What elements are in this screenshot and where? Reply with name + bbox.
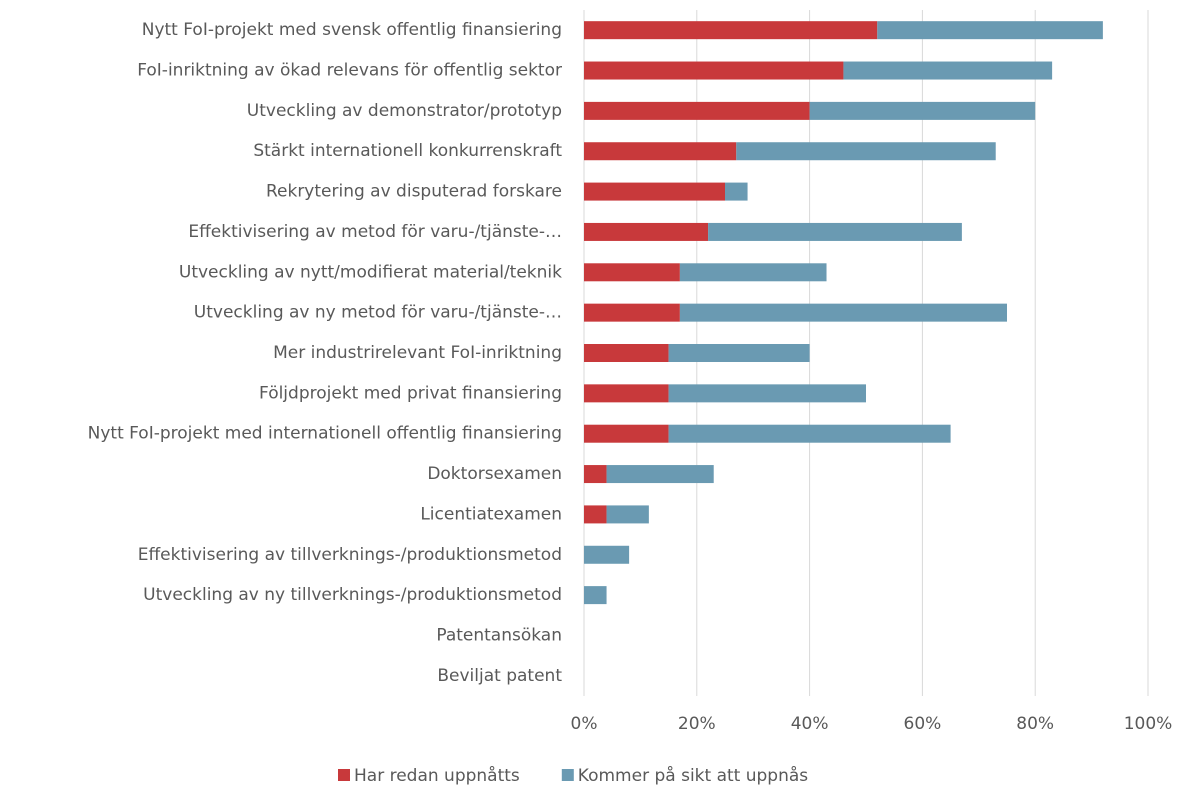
x-tick-label: 80% — [1016, 714, 1054, 734]
y-tick-label: Utveckling av ny tillverknings-/produkti… — [143, 585, 562, 605]
legend-swatch — [338, 769, 350, 781]
bar-segment — [584, 465, 607, 484]
bar-segment — [584, 142, 737, 161]
bar-segment — [584, 586, 607, 605]
bar-segment — [584, 182, 725, 201]
y-tick-label: Doktorsexamen — [427, 464, 562, 484]
y-tick-label: Beviljat patent — [437, 666, 562, 686]
bar-segment — [877, 21, 1103, 40]
bar-segment — [725, 182, 748, 201]
bar-segment — [606, 505, 649, 524]
y-tick-label: Utveckling av demonstrator/prototyp — [247, 101, 562, 121]
bar-segment — [584, 222, 709, 241]
bar-segment — [668, 424, 951, 443]
y-tick-label: Effektivisering av tillverknings-/produk… — [138, 545, 562, 565]
bar-segment — [584, 303, 680, 322]
y-tick-label: Följdprojekt med privat finansiering — [259, 383, 562, 403]
x-tick-label: 100% — [1124, 714, 1173, 734]
bar-segment — [843, 61, 1053, 80]
bar-segment — [584, 545, 630, 564]
legend-swatch — [561, 769, 574, 781]
y-tick-label: FoI-inriktning av ökad relevans för offe… — [137, 61, 562, 81]
bar-segment — [809, 101, 1036, 120]
bar-segment — [708, 222, 962, 241]
y-tick-label: Nytt FoI-projekt med internationell offe… — [88, 424, 562, 444]
bar-segment — [584, 424, 669, 443]
bar-segment — [606, 465, 714, 484]
y-tick-label: Stärkt internationell konkurrenskraft — [253, 141, 562, 161]
x-tick-label: 20% — [678, 714, 716, 734]
bar-segment — [668, 384, 866, 403]
y-tick-label: Patentansökan — [436, 625, 562, 645]
y-tick-label: Mer industrirelevant FoI-inriktning — [273, 343, 562, 363]
bar-segment — [584, 505, 607, 524]
bar-segment — [584, 344, 669, 362]
bar-segment — [584, 101, 810, 120]
bar-segment — [736, 142, 996, 161]
legend-label: Har redan uppnåtts — [354, 765, 520, 786]
x-tick-label: 60% — [904, 714, 942, 734]
bar-segment — [584, 384, 669, 403]
bar-segment — [584, 21, 878, 40]
bar-segment — [679, 263, 827, 282]
legend-label: Kommer på sikt att uppnås — [578, 765, 808, 786]
y-tick-label: Effektivisering av metod för varu-/tjäns… — [188, 222, 562, 242]
y-tick-label: Rekrytering av disputerad forskare — [266, 182, 562, 202]
y-tick-label: Utveckling av ny metod för varu-/tjänste… — [194, 303, 562, 323]
y-tick-label: Nytt FoI-projekt med svensk offentlig fi… — [142, 20, 562, 40]
x-tick-label: 40% — [791, 714, 829, 734]
x-tick-label: 0% — [571, 714, 598, 734]
y-tick-label: Licentiatexamen — [420, 504, 562, 524]
bar-segment — [584, 263, 680, 282]
bar-segment — [679, 303, 1007, 322]
bar-segment — [668, 344, 810, 362]
bar-segment — [584, 61, 844, 80]
y-tick-label: Utveckling av nytt/modifierat material/t… — [179, 262, 562, 282]
